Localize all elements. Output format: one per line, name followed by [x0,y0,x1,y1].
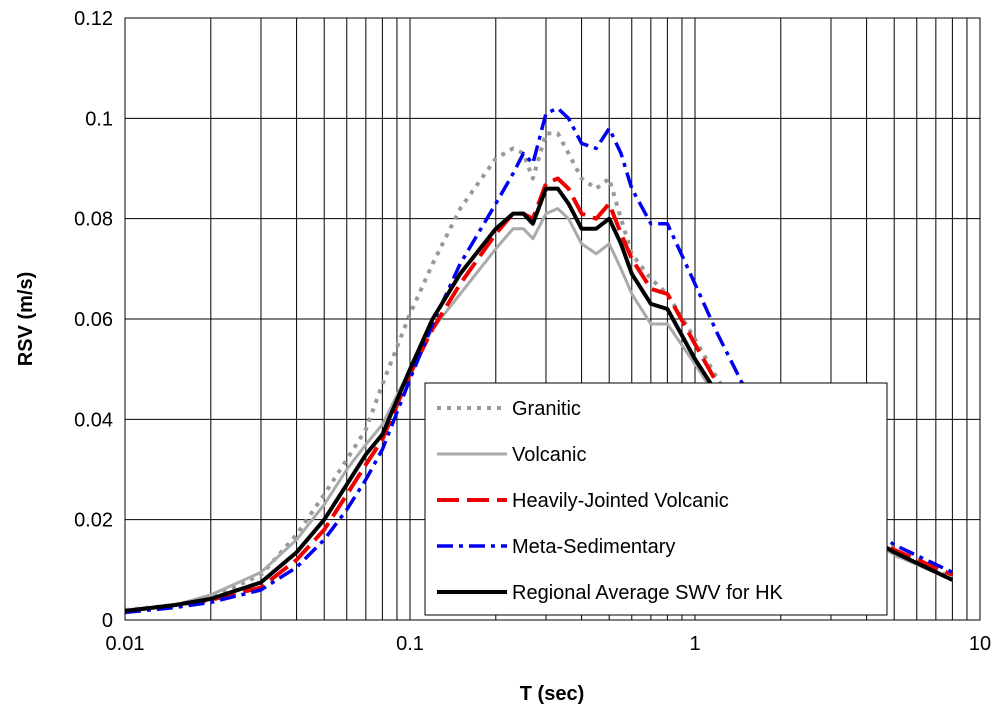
plot-frame [124,17,981,621]
y-tick-label: 0.12 [74,8,113,30]
x-tick-label: 0.1 [396,633,424,655]
y-axis-label: RSV (m/s) [15,272,37,366]
legend-label: Heavily-Jointed Volcanic [512,490,729,512]
legend: Granitic Volcanic Heavily-Jointed Volcanic… [424,382,888,616]
x-axis-label: T (sec) [520,683,584,705]
y-tick-label: 0.06 [74,309,113,331]
series-line [124,106,954,615]
y-tick-label: 0.02 [74,510,113,532]
legend-label: Volcanic [512,444,587,466]
tick-labels: 0 0.02 0.04 0.06 0.08 0.1 0.12 0.01 0.1 1 10 [74,8,991,655]
y-tick-label: 0 [102,610,113,632]
y-tick-label: 0.08 [74,209,113,231]
series-line [124,131,954,612]
y-tick-label: 0.04 [74,409,113,431]
legend-label: Meta-Sedimentary [512,536,675,558]
x-tick-label: 10 [969,633,991,655]
y-tick-label: 0.1 [85,108,113,130]
x-tick-label: 1 [689,633,700,655]
series-line [124,176,954,613]
x-tick-label: 0.01 [106,633,145,655]
legend-label: Regional Average SWV for HK [512,582,784,604]
legend-label: Granitic [512,398,581,420]
